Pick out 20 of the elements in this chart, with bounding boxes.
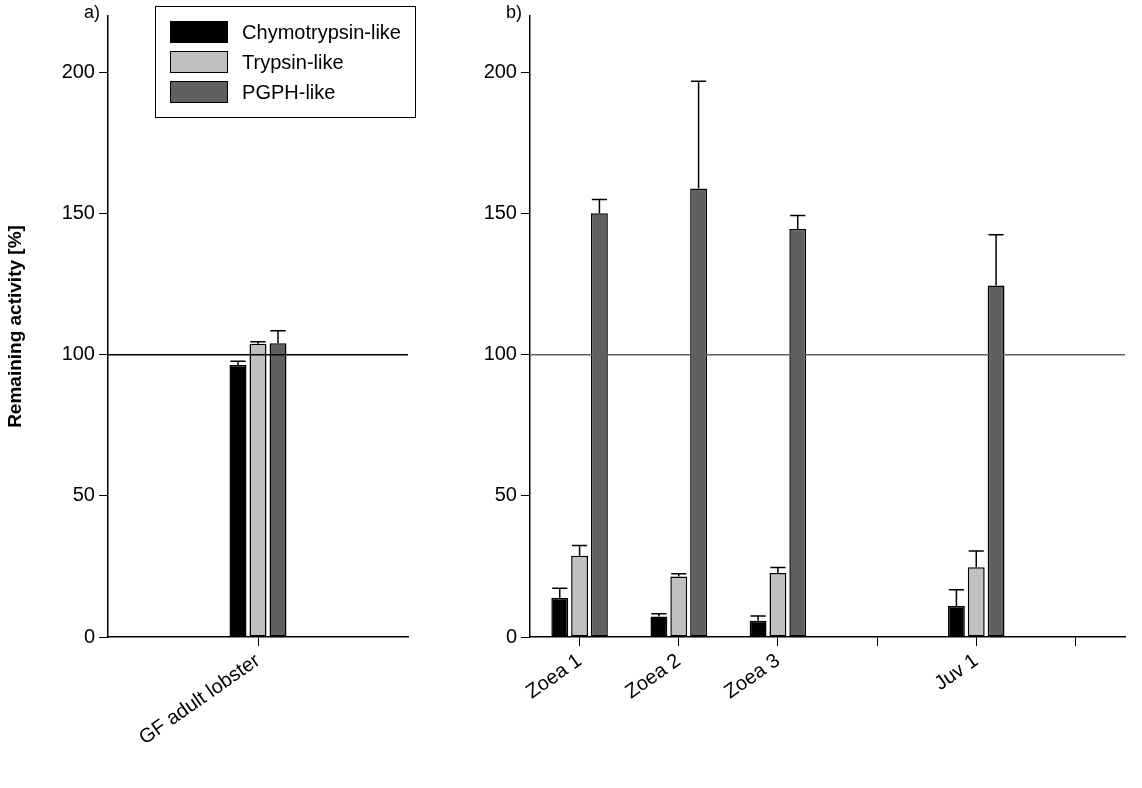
y-tick-label: 200 — [483, 59, 517, 82]
y-tick-label: 150 — [483, 201, 517, 224]
legend-label: PGPH-like — [242, 80, 336, 104]
y-tick-label: 0 — [505, 624, 517, 647]
legend-label: Chymotrypsin-like — [242, 20, 401, 44]
y-tick-label: 100 — [483, 342, 517, 365]
legend-label: Trypsin-like — [242, 50, 344, 74]
x-tick-label: Zoea 2 — [620, 648, 685, 703]
y-tick-label: 150 — [61, 201, 95, 224]
y-tick-label: 50 — [494, 483, 517, 506]
chart-title: b) — [505, 1, 522, 22]
y-tick-label: 0 — [83, 624, 95, 647]
y-tick-label: 100 — [61, 342, 95, 365]
x-tick-label: Zoea 1 — [521, 648, 586, 703]
y-tick-label: 50 — [72, 483, 95, 506]
y-axis-title: Remaining activity [%] — [3, 225, 25, 428]
x-tick-label: Zoea 3 — [719, 648, 784, 703]
y-tick-label: 200 — [61, 59, 95, 82]
x-tick-label: Juv 1 — [929, 648, 982, 695]
chart-title: a) — [83, 1, 100, 22]
